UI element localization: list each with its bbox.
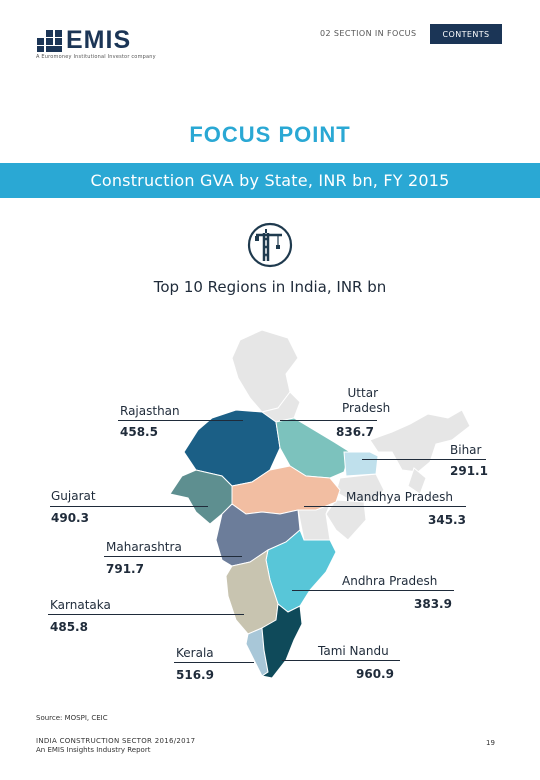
label-gujarat: Gujarat — [51, 489, 96, 503]
page-number: 19 — [486, 739, 495, 747]
emis-logo[interactable]: EMIS — [36, 26, 131, 55]
value-madhya-pradesh: 345.3 — [428, 513, 466, 527]
report-title: INDIA CONSTRUCTION SECTOR 2016/2017 — [36, 737, 196, 745]
label-rajasthan: Rajasthan — [120, 404, 180, 418]
logo-tagline: A Euromoney Institutional Investor compa… — [36, 54, 156, 60]
value-maharashtra: 791.7 — [106, 562, 144, 576]
leader-karnataka — [48, 614, 244, 616]
label-uttar-pradesh: Uttar Pradesh — [342, 386, 391, 415]
contents-button[interactable]: CONTENTS — [430, 24, 502, 44]
leader-bihar — [362, 459, 486, 461]
label-karnataka: Karnataka — [50, 598, 111, 612]
label-madhya-pradesh: Mandhya Pradesh — [346, 490, 453, 504]
logo-grid-icon — [36, 29, 62, 52]
label-andhra-pradesh: Andhra Pradesh — [342, 574, 438, 588]
chart-title: Top 10 Regions in India, INR bn — [153, 278, 387, 296]
label-bihar: Bihar — [450, 443, 482, 457]
leader-kerala — [174, 662, 254, 664]
leader-madhya-pradesh — [304, 506, 466, 508]
source-note: Source: MOSPI, CEIC — [36, 714, 108, 722]
construction-crane-icon — [246, 221, 294, 269]
value-tamil-nadu: 960.9 — [356, 667, 394, 681]
label-kerala: Kerala — [176, 646, 214, 660]
value-andhra-pradesh: 383.9 — [414, 597, 452, 611]
india-map — [169, 329, 471, 679]
label-tamil-nadu: Tami Nandu — [318, 644, 389, 658]
leader-andhra-pradesh — [292, 590, 454, 592]
region-tamil-nadu — [260, 603, 303, 679]
value-rajasthan: 458.5 — [120, 425, 158, 439]
section-in-focus-link[interactable]: 02 SECTION IN FOCUS — [320, 29, 417, 38]
page-title: FOCUS POINT — [189, 122, 351, 147]
leader-gujarat — [50, 506, 208, 508]
section-band: Construction GVA by State, INR bn, FY 20… — [0, 163, 540, 198]
value-kerala: 516.9 — [176, 668, 214, 682]
label-maharashtra: Maharashtra — [106, 540, 182, 554]
value-bihar: 291.1 — [450, 464, 488, 478]
leader-uttar-pradesh — [280, 420, 377, 422]
report-subtitle: An EMIS Insights Industry Report — [36, 746, 151, 754]
leader-maharashtra — [104, 556, 242, 558]
leader-rajasthan — [118, 420, 243, 422]
value-gujarat: 490.3 — [51, 511, 89, 525]
logo-text: EMIS — [66, 26, 132, 54]
region-uttar-pradesh — [275, 417, 351, 479]
value-uttar-pradesh: 836.7 — [336, 425, 374, 439]
region-bihar — [343, 451, 379, 477]
value-karnataka: 485.8 — [50, 620, 88, 634]
leader-tamil-nadu — [282, 660, 400, 662]
